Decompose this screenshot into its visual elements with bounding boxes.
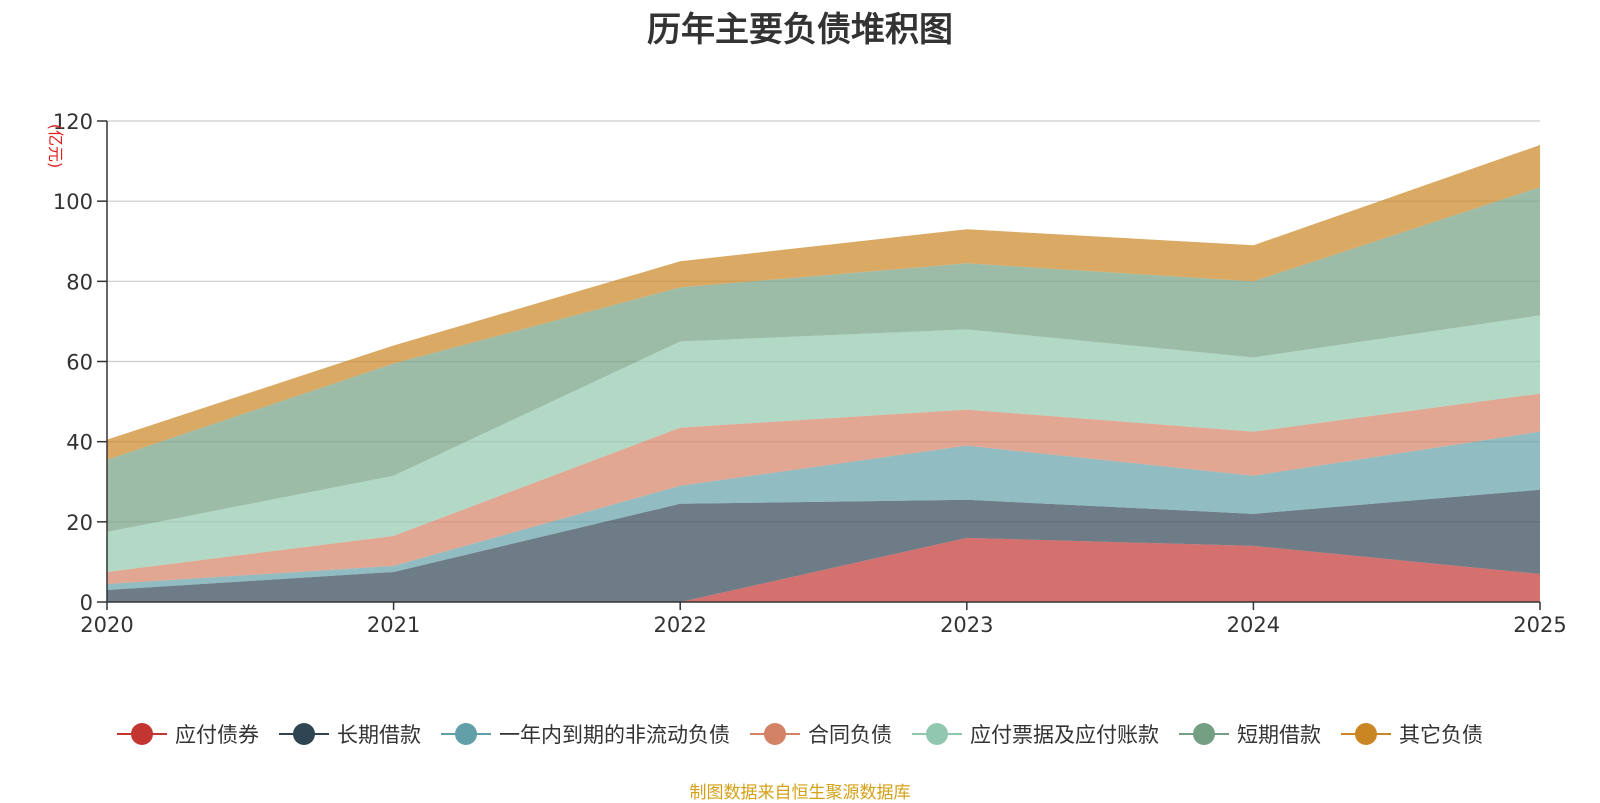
y-tick-label-20: 20	[66, 511, 93, 535]
legend-item-1[interactable]: 长期借款	[279, 719, 421, 749]
legend-item-6[interactable]: 其它负债	[1341, 719, 1483, 749]
y-tick-label-0: 0	[80, 591, 93, 615]
legend-item-5[interactable]: 短期借款	[1179, 719, 1321, 749]
area-series-0	[107, 537, 1540, 602]
x-tick-label-2025: 2025	[1513, 613, 1566, 637]
legend-label: 应付票据及应付账款	[970, 723, 1159, 747]
legend-label: 长期借款	[337, 723, 421, 747]
x-tick-label-2020: 2020	[80, 613, 133, 637]
legend-item-3[interactable]: 合同负债	[750, 719, 892, 749]
area-series-2	[107, 431, 1540, 590]
y-tick-label-60: 60	[66, 351, 93, 375]
x-tick-label-2023: 2023	[940, 613, 993, 637]
legend-label: 短期借款	[1237, 723, 1321, 747]
area-series-4	[107, 315, 1540, 572]
legend-marker-icon	[117, 722, 167, 746]
legend-label: 一年内到期的非流动负债	[499, 723, 730, 747]
legend-marker-icon	[441, 722, 491, 746]
x-tick-label-2021: 2021	[367, 613, 420, 637]
stacked-areas	[107, 145, 1540, 602]
y-axis-unit-label: (亿元)	[46, 124, 65, 169]
legend-marker-icon	[279, 722, 329, 746]
legend-marker-icon	[750, 722, 800, 746]
x-tick-label-2022: 2022	[653, 613, 706, 637]
source-note: 制图数据来自恒生聚源数据库	[689, 783, 911, 803]
area-series-3	[107, 393, 1540, 584]
legend-marker-icon	[1341, 722, 1391, 746]
chart-title: 历年主要负债堆积图	[647, 10, 953, 50]
legend-marker-icon	[912, 722, 962, 746]
x-tick-label-2024: 2024	[1227, 613, 1280, 637]
legend-label: 应付债券	[175, 723, 259, 747]
legend-label: 其它负债	[1399, 723, 1483, 747]
legend-label: 合同负债	[808, 723, 892, 747]
area-series-5	[107, 187, 1540, 532]
y-tick-label-120: 120	[53, 110, 93, 134]
legend-marker-icon	[1179, 722, 1229, 746]
legend-item-0[interactable]: 应付债券	[117, 719, 259, 749]
y-tick-label-80: 80	[66, 270, 93, 294]
legend: 应付债券 长期借款 一年内到期的非流动负债 合同负债 应付票据及应付账款 短期借款 其它负债	[0, 716, 1600, 752]
axes: 0 20 40 60 80 100 120 2020 2021 2022 2023 2024 2025	[53, 110, 1567, 637]
legend-item-2[interactable]: 一年内到期的非流动负债	[441, 719, 730, 749]
y-tick-label-40: 40	[66, 431, 93, 455]
y-tick-label-100: 100	[53, 190, 93, 214]
legend-item-4[interactable]: 应付票据及应付账款	[912, 719, 1159, 749]
area-series-1	[107, 489, 1540, 602]
